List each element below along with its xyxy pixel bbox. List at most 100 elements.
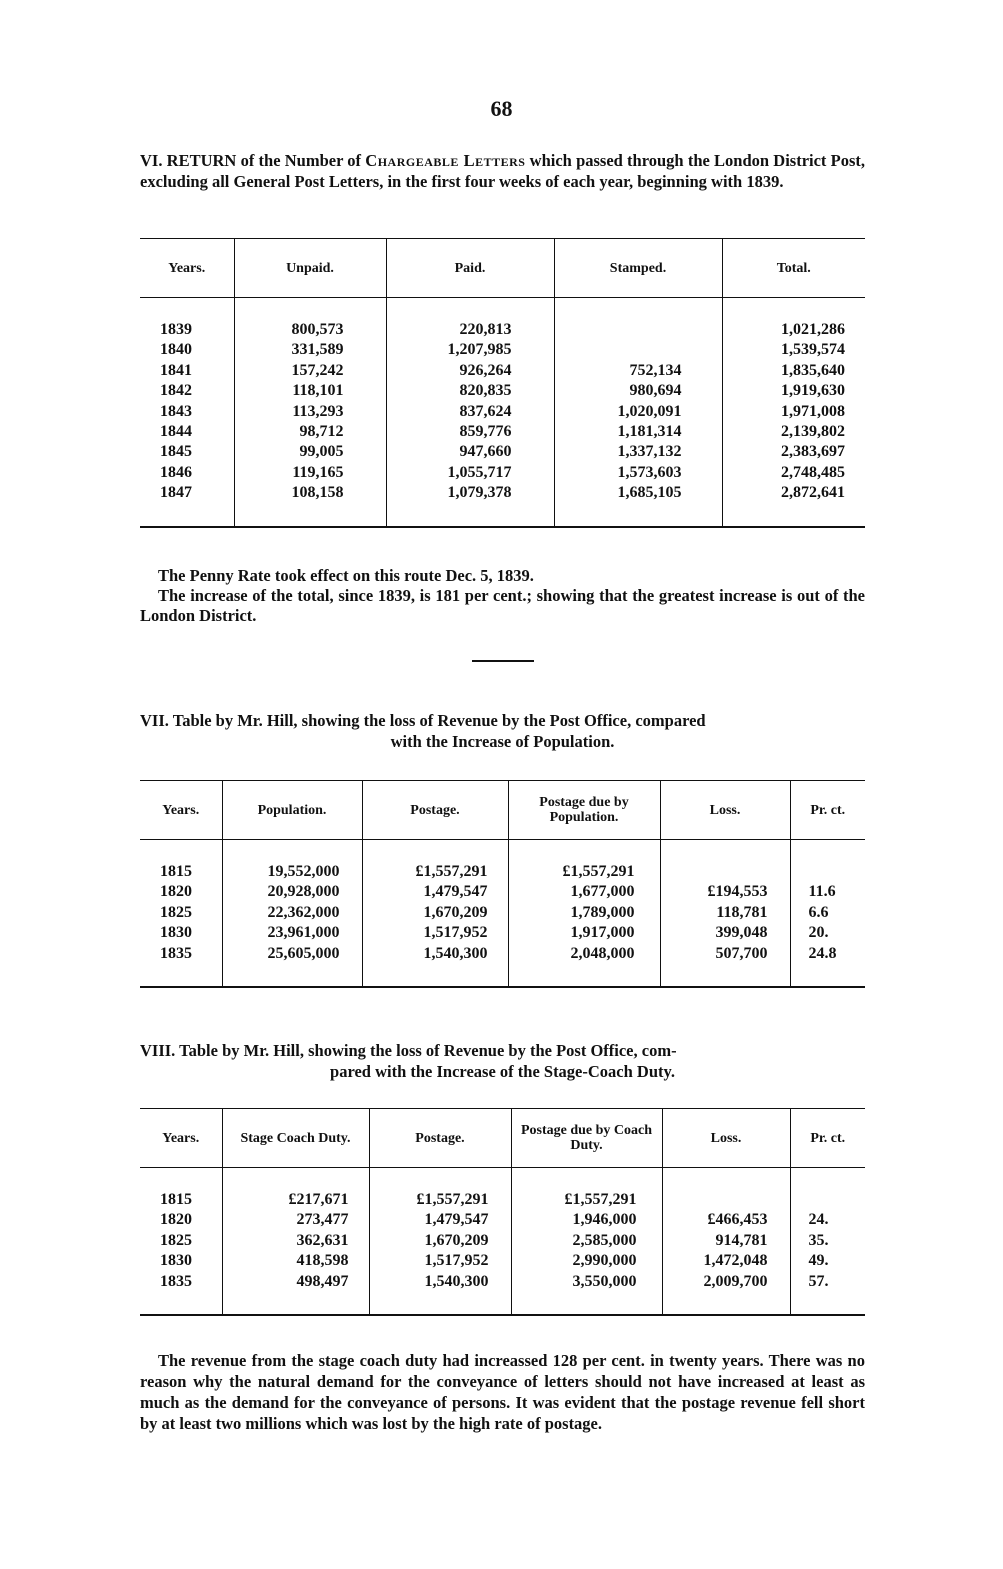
table-row: 1825 362,631 1,670,209 2,585,000 914,781 35. bbox=[140, 1230, 865, 1252]
value-cell: 57. bbox=[789, 1271, 865, 1316]
year-cell: 1845 bbox=[160, 443, 192, 461]
year-cell: 1825 bbox=[160, 903, 192, 921]
value-cell: 2,139,802 bbox=[721, 422, 865, 443]
value-cell bbox=[789, 1167, 865, 1211]
value-cell: 35. bbox=[789, 1230, 865, 1252]
value-cell: 752,134 bbox=[553, 360, 722, 382]
value-cell: 98,712 bbox=[233, 422, 386, 443]
heading-line: with the Increase of Population. bbox=[390, 732, 615, 751]
table-row: 1815 £217,671 £1,557,291 £1,557,291 bbox=[140, 1167, 865, 1211]
value-cell bbox=[659, 839, 790, 883]
table-row: 1820 20,928,000 1,479,547 1,677,000 £194,553… bbox=[140, 882, 865, 903]
year-cell: 1841 bbox=[160, 361, 192, 379]
year-cell: 1840 bbox=[160, 341, 192, 359]
column-header: Years. bbox=[140, 780, 222, 840]
value-cell: 2,748,485 bbox=[721, 462, 865, 484]
year-cell: 1843 bbox=[160, 402, 192, 420]
table-row: 1830 23,961,000 1,517,952 1,917,000 399,048 2… bbox=[140, 923, 865, 944]
value-cell: £466,453 bbox=[661, 1210, 790, 1231]
value-cell: 1,181,314 bbox=[553, 422, 722, 443]
value-cell: 914,781 bbox=[661, 1230, 790, 1252]
value-cell: 2,585,000 bbox=[510, 1230, 662, 1252]
column-header: Loss. bbox=[661, 1108, 790, 1168]
value-cell: 1,917,000 bbox=[507, 923, 660, 944]
value-cell: 99,005 bbox=[233, 442, 386, 463]
value-cell: 362,631 bbox=[221, 1230, 369, 1252]
header-row: Years. Population. Postage. Postage due by … bbox=[140, 780, 865, 840]
year-cell: 1835 bbox=[160, 1272, 192, 1290]
value-cell: 837,624 bbox=[385, 401, 554, 423]
heading-line: pared with the Increase of the Stage-Coa… bbox=[330, 1062, 675, 1081]
section-viii-heading: VIII. Table by Mr. Hill, showing the los… bbox=[140, 1040, 865, 1082]
value-cell: 20. bbox=[789, 923, 865, 944]
year-cell: 1830 bbox=[160, 1252, 192, 1270]
year-cell: 1839 bbox=[160, 321, 192, 338]
value-cell: 399,048 bbox=[659, 923, 790, 944]
value-cell: 1,479,547 bbox=[368, 1210, 511, 1231]
column-header: Total. bbox=[721, 238, 865, 298]
value-cell: £1,557,291 bbox=[510, 1167, 662, 1211]
table-viii-stage-coach: Years. Stage Coach Duty. Postage. Postage d… bbox=[140, 1108, 865, 1317]
column-header: Loss. bbox=[659, 780, 790, 840]
heading-prefix: VI. RETURN of the Number of bbox=[140, 151, 366, 170]
value-cell: 273,477 bbox=[221, 1210, 369, 1231]
value-cell: 859,776 bbox=[385, 422, 554, 443]
table-row: 1845 99,005 947,660 1,337,132 2,383,697 bbox=[140, 442, 865, 463]
value-cell: 1,685,105 bbox=[553, 483, 722, 527]
table-row: 1835 498,497 1,540,300 3,550,000 2,009,700 57… bbox=[140, 1271, 865, 1316]
value-cell: 800,573 bbox=[233, 297, 386, 341]
table-row: 1847 108,158 1,079,378 1,685,105 2,872,641 bbox=[140, 483, 865, 527]
value-cell: 1,573,603 bbox=[553, 462, 722, 484]
value-cell: 1,472,048 bbox=[661, 1251, 790, 1272]
value-cell: 926,264 bbox=[385, 360, 554, 382]
table-row: 1839 800,573 220,813 1,021,286 bbox=[140, 297, 865, 341]
column-header: Stage Coach Duty. bbox=[221, 1108, 369, 1168]
column-header: Years. bbox=[140, 238, 234, 298]
value-cell: 1,539,574 bbox=[721, 340, 865, 361]
year-cell: 1820 bbox=[160, 883, 192, 901]
page-number: 68 bbox=[490, 96, 513, 121]
note-penny-rate: The Penny Rate took effect on this route… bbox=[158, 566, 534, 585]
table-row: 1840 331,589 1,207,985 1,539,574 bbox=[140, 340, 865, 361]
value-cell: 1,207,985 bbox=[385, 340, 554, 361]
value-cell: 108,158 bbox=[233, 483, 386, 527]
value-cell: 507,700 bbox=[659, 943, 790, 988]
year-cell: 1846 bbox=[160, 463, 192, 481]
year-cell: 1842 bbox=[160, 382, 192, 400]
value-cell bbox=[553, 297, 722, 341]
value-cell: 418,598 bbox=[221, 1251, 369, 1272]
table-row: 1835 25,605,000 1,540,300 2,048,000 507,700 2… bbox=[140, 943, 865, 988]
value-cell: 1,835,640 bbox=[721, 360, 865, 382]
heading-line: VII. Table by Mr. Hill, showing the loss… bbox=[140, 711, 706, 730]
value-cell: 1,517,952 bbox=[368, 1251, 511, 1272]
table-vii-population: Years. Population. Postage. Postage due by … bbox=[140, 780, 865, 989]
column-header: Pr. ct. bbox=[789, 1108, 865, 1168]
column-header: Postage due by Coach Duty. bbox=[510, 1108, 662, 1168]
value-cell: £1,557,291 bbox=[361, 839, 508, 883]
table-row: 1820 273,477 1,479,547 1,946,000 £466,453 24. bbox=[140, 1210, 865, 1231]
column-header: Postage. bbox=[361, 780, 508, 840]
column-header: Paid. bbox=[385, 238, 554, 298]
value-cell: 1,670,209 bbox=[368, 1230, 511, 1252]
value-cell: 3,550,000 bbox=[510, 1271, 662, 1316]
value-cell: 2,872,641 bbox=[721, 483, 865, 527]
value-cell: 6.6 bbox=[789, 902, 865, 924]
year-cell: 1830 bbox=[160, 924, 192, 942]
table-row: 1830 418,598 1,517,952 2,990,000 1,472,048 49… bbox=[140, 1251, 865, 1272]
year-cell: 1820 bbox=[160, 1211, 192, 1229]
value-cell: £194,553 bbox=[659, 882, 790, 903]
column-header: Unpaid. bbox=[233, 238, 386, 298]
column-header: Postage. bbox=[368, 1108, 511, 1168]
value-cell: 1,789,000 bbox=[507, 902, 660, 924]
value-cell: 24.8 bbox=[789, 943, 865, 988]
value-cell: 24. bbox=[789, 1210, 865, 1231]
value-cell: 19,552,000 bbox=[221, 839, 362, 883]
value-cell: 2,009,700 bbox=[661, 1271, 790, 1316]
value-cell: 1,021,286 bbox=[721, 297, 865, 341]
value-cell: £217,671 bbox=[221, 1167, 369, 1211]
value-cell: 498,497 bbox=[221, 1271, 369, 1316]
heading-line: VIII. Table by Mr. Hill, showing the los… bbox=[140, 1041, 677, 1060]
value-cell: 1,479,547 bbox=[361, 882, 508, 903]
value-cell: 220,813 bbox=[385, 297, 554, 341]
value-cell bbox=[553, 340, 722, 361]
